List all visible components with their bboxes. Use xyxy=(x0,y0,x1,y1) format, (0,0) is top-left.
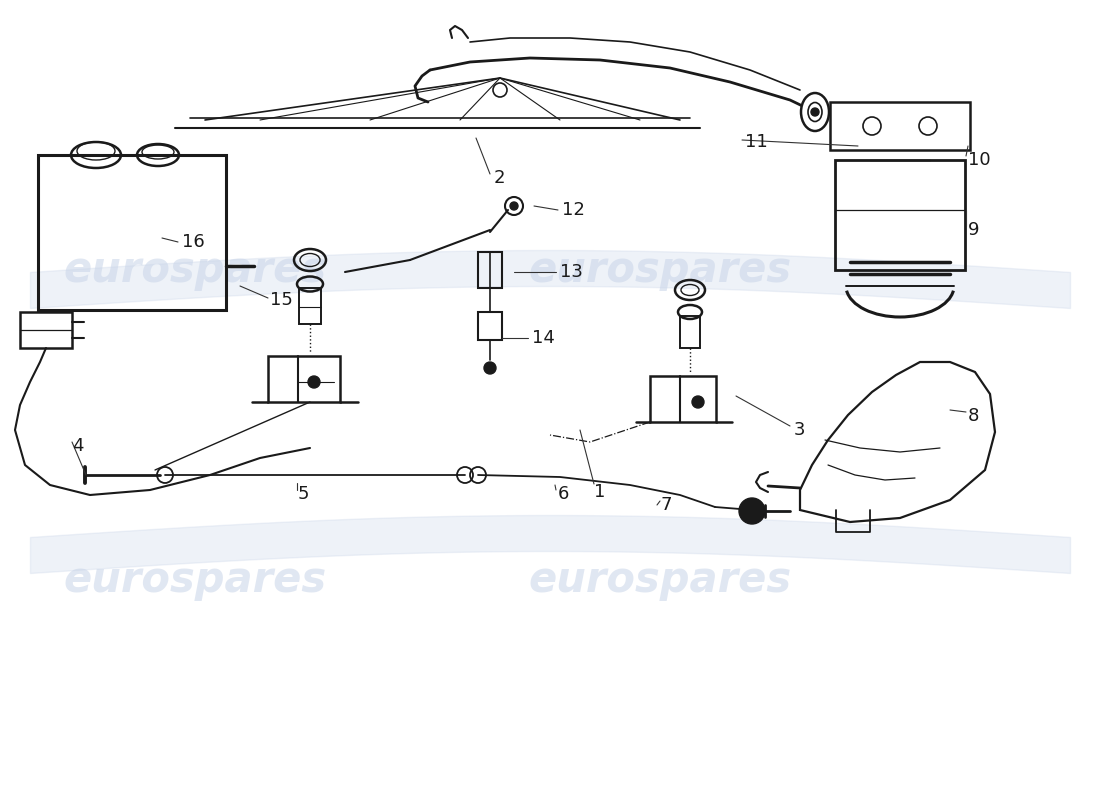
Text: 11: 11 xyxy=(745,133,768,151)
Text: eurospares: eurospares xyxy=(64,559,327,601)
Text: eurospares: eurospares xyxy=(528,249,792,291)
Circle shape xyxy=(308,376,320,388)
Circle shape xyxy=(510,202,518,210)
Text: 2: 2 xyxy=(494,169,506,187)
Circle shape xyxy=(739,498,764,524)
Text: 9: 9 xyxy=(968,221,979,239)
Text: 4: 4 xyxy=(72,437,84,455)
Text: 6: 6 xyxy=(558,485,570,503)
Text: 7: 7 xyxy=(660,496,671,514)
Text: 10: 10 xyxy=(968,151,991,169)
Ellipse shape xyxy=(801,93,829,131)
Circle shape xyxy=(484,362,496,374)
Circle shape xyxy=(692,396,704,408)
Ellipse shape xyxy=(808,102,822,122)
Text: 12: 12 xyxy=(562,201,585,219)
Text: eurospares: eurospares xyxy=(528,559,792,601)
Text: 13: 13 xyxy=(560,263,583,281)
Text: 5: 5 xyxy=(298,485,309,503)
Text: 8: 8 xyxy=(968,407,979,425)
Text: 14: 14 xyxy=(532,329,554,347)
Text: 16: 16 xyxy=(182,233,205,251)
Text: eurospares: eurospares xyxy=(64,249,327,291)
Text: 1: 1 xyxy=(594,483,605,501)
Text: 3: 3 xyxy=(794,421,805,439)
Text: 15: 15 xyxy=(270,291,293,309)
Circle shape xyxy=(811,108,819,116)
